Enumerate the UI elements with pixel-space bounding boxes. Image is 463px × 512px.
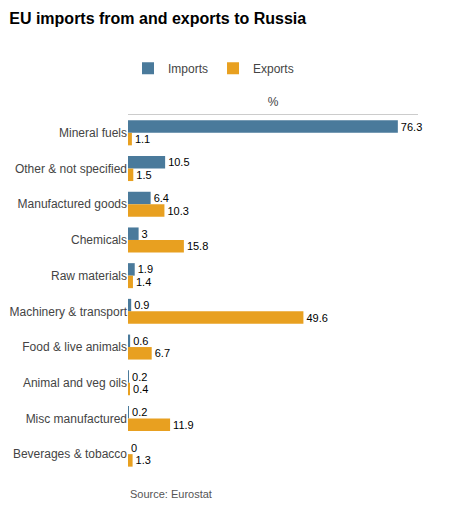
- svg-text:Misc manufactured: Misc manufactured: [26, 412, 127, 426]
- svg-text:Mineral fuels: Mineral fuels: [59, 126, 127, 140]
- svg-text:EU imports from and exports to: EU imports from and exports to Russia: [9, 10, 306, 27]
- svg-text:Machinery & transport: Machinery & transport: [10, 305, 128, 319]
- svg-text:0.2: 0.2: [132, 406, 147, 418]
- svg-text:1.4: 1.4: [136, 276, 151, 288]
- svg-text:1.9: 1.9: [138, 263, 153, 275]
- svg-text:1.1: 1.1: [135, 133, 150, 145]
- svg-text:Chemicals: Chemicals: [71, 233, 127, 247]
- svg-text:Exports: Exports: [253, 62, 294, 76]
- svg-text:49.6: 49.6: [306, 312, 327, 324]
- svg-text:Other & not specified: Other & not specified: [15, 162, 127, 176]
- svg-text:0: 0: [131, 442, 137, 454]
- svg-text:6.4: 6.4: [154, 192, 169, 204]
- svg-text:10.5: 10.5: [168, 156, 189, 168]
- svg-text:10.3: 10.3: [167, 205, 188, 217]
- svg-text:3: 3: [142, 228, 148, 240]
- svg-text:0.2: 0.2: [132, 371, 147, 383]
- svg-text:1.5: 1.5: [136, 169, 151, 181]
- svg-text:%: %: [268, 95, 279, 109]
- svg-text:Raw materials: Raw materials: [51, 269, 127, 283]
- svg-text:Beverages & tobacco: Beverages & tobacco: [13, 447, 127, 461]
- svg-text:Food & live animals: Food & live animals: [22, 340, 127, 354]
- svg-text:0.6: 0.6: [133, 335, 148, 347]
- svg-text:76.3: 76.3: [401, 121, 422, 133]
- svg-text:1.3: 1.3: [136, 454, 151, 466]
- svg-text:Manufactured goods: Manufactured goods: [18, 197, 127, 211]
- svg-text:15.8: 15.8: [187, 240, 208, 252]
- svg-text:0.9: 0.9: [134, 299, 149, 311]
- svg-text:6.7: 6.7: [155, 347, 170, 359]
- svg-text:0.4: 0.4: [133, 383, 148, 395]
- svg-text:11.9: 11.9: [173, 419, 194, 431]
- svg-text:Imports: Imports: [168, 62, 208, 76]
- svg-text:Source: Eurostat: Source: Eurostat: [130, 488, 212, 500]
- svg-text:Animal and veg oils: Animal and veg oils: [23, 376, 127, 390]
